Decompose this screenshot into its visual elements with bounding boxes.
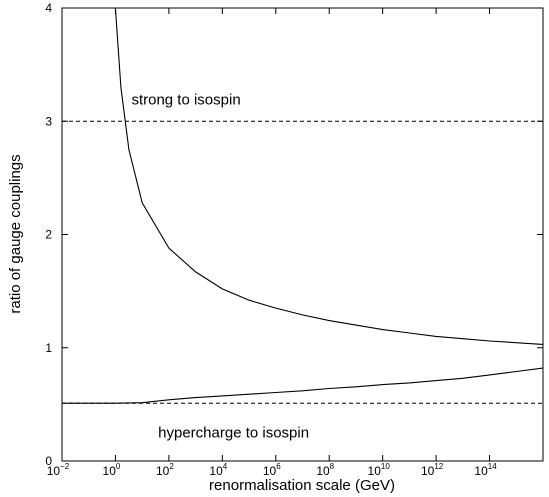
x-tick-label-2: 102 bbox=[156, 462, 174, 478]
annotation-2: hypercharge to isospin bbox=[158, 425, 309, 442]
x-tick-label-1: 100 bbox=[103, 462, 121, 478]
series-line-1 bbox=[114, 7, 544, 345]
x-tick-label-7: 1012 bbox=[421, 462, 444, 478]
x-tick-label-3: 104 bbox=[209, 462, 227, 478]
annotation-1: strong to isospin bbox=[131, 92, 240, 109]
y-tick-label-1: 1 bbox=[45, 341, 52, 355]
y-tick-label-2: 2 bbox=[45, 228, 52, 242]
x-tick-label-4: 106 bbox=[263, 462, 281, 478]
series-line-2 bbox=[62, 367, 544, 404]
x-tick-label-6: 1010 bbox=[368, 462, 391, 478]
x-axis-title: renormalisation scale (GeV) bbox=[209, 477, 395, 494]
y-tick-label-3: 3 bbox=[45, 114, 52, 128]
y-tick-label-4: 4 bbox=[45, 1, 52, 15]
x-tick-label-0: 10−2 bbox=[47, 462, 70, 478]
x-tick-label-8: 1014 bbox=[474, 462, 497, 478]
y-tick-label-0: 0 bbox=[45, 454, 52, 468]
plot-frame bbox=[61, 7, 544, 462]
x-tick-label-5: 108 bbox=[316, 462, 334, 478]
y-axis-title: ratio of gauge couplings bbox=[7, 154, 24, 313]
